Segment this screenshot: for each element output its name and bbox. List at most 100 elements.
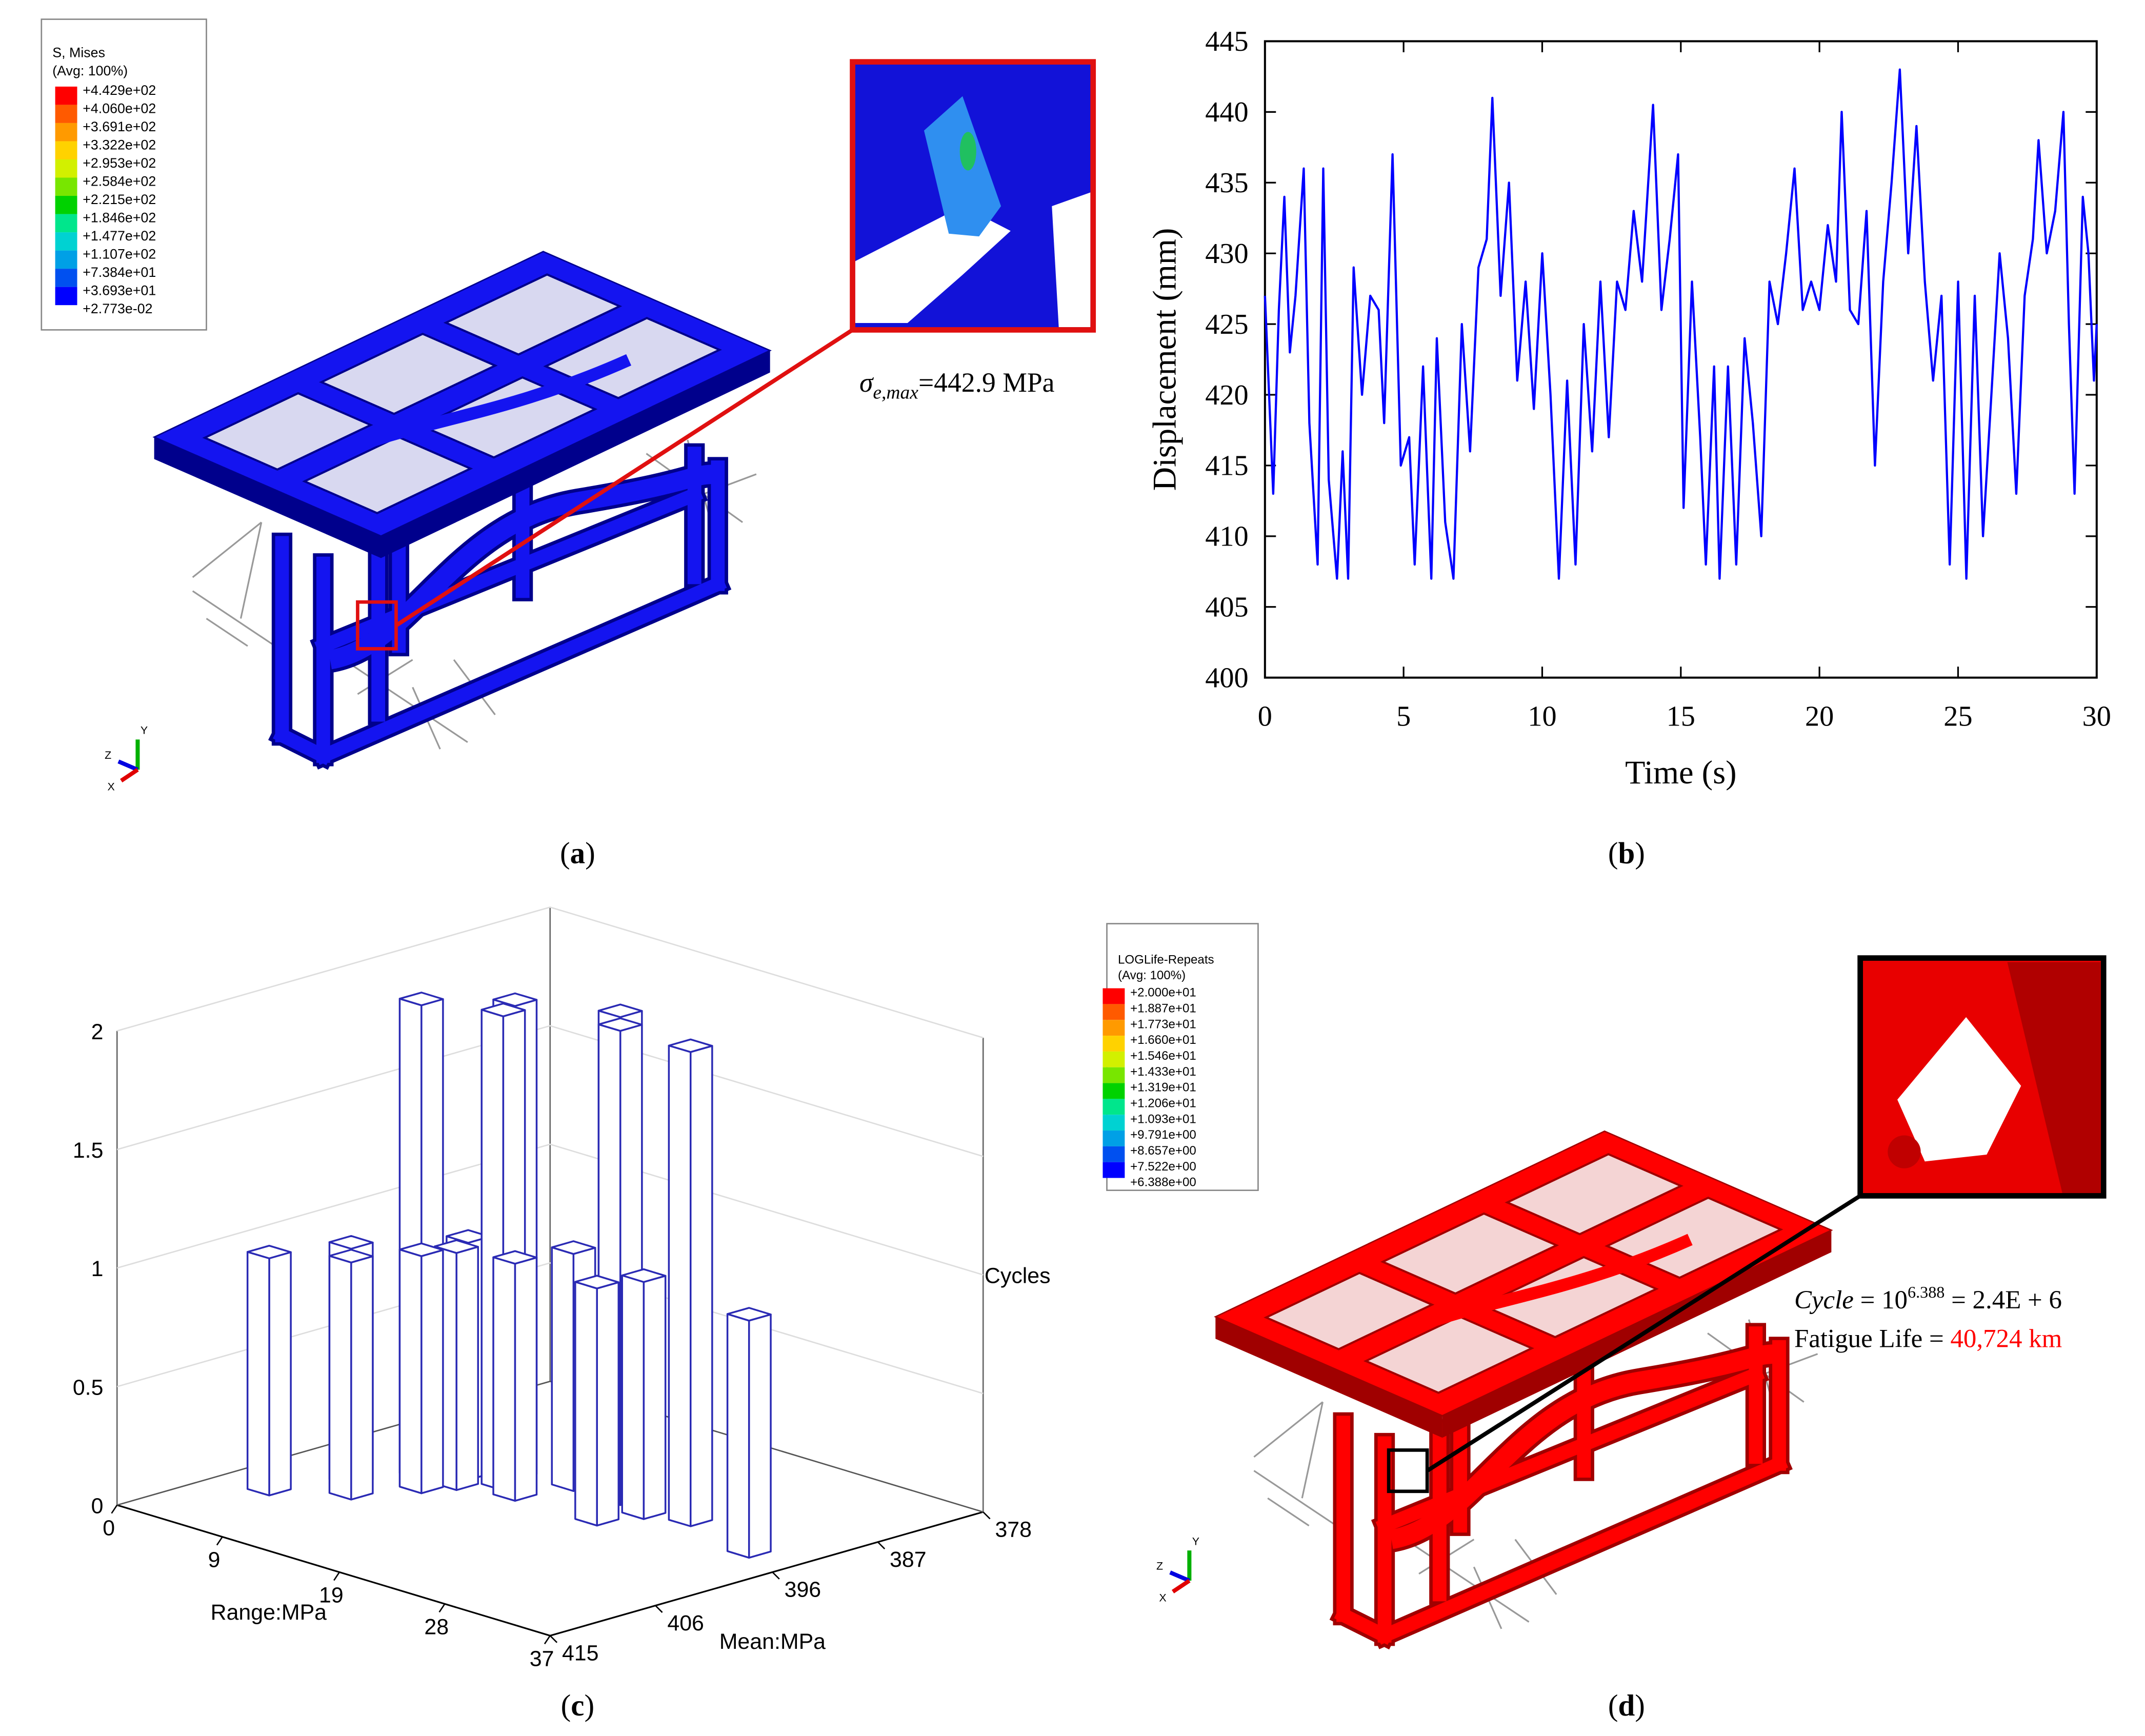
fatigue-value: 40,724 km [1950,1324,2062,1353]
bar-face [268,1251,292,1497]
grid-line [116,1025,984,1157]
frame-member [1365,1234,1693,1354]
legend-swatch [1102,1051,1125,1067]
bar-face [514,1257,538,1502]
y-tick-label: 430 [1205,238,1248,270]
frame-member [1389,1344,1779,1549]
bar-face [492,1256,516,1502]
y-tick-label: 405 [1205,592,1248,623]
y-tick-label: 378 [995,1517,1032,1542]
y-axis-label: Mean:MPa [719,1629,826,1654]
callout-line [1426,1194,1861,1472]
deck-side [154,437,381,558]
legend-swatch [55,105,77,123]
panel-label: (c) [561,1688,594,1722]
deck-opening [1505,1153,1683,1236]
bar-top [492,992,538,1007]
legend-swatch [1102,988,1125,1004]
legend-swatch [55,86,77,105]
bar-face [455,1246,479,1491]
cycle-name: Cycle [1794,1286,1854,1315]
x-tick [333,1571,340,1581]
legend-label: +1.546e+01 [1130,1049,1196,1063]
legend-label: +2.000e+01 [1130,986,1196,1000]
y-tick-label: 445 [1205,26,1248,57]
bar-top [574,1275,620,1289]
legend-swatch [55,196,77,214]
panel-label: (b) [1608,836,1645,870]
triad-axis [117,759,139,772]
legend-label: +6.388e+00 [1130,1176,1196,1189]
bar-face [574,1281,598,1527]
bar-top [551,1240,596,1255]
triad-label: Z [105,749,111,761]
cycle-result: = 2.4E + 6 [1944,1286,2062,1315]
frame-member [304,354,632,474]
legend-label: +2.953e+02 [83,155,156,171]
annotation-text: =442.9 MPa [918,367,1055,398]
x-axis-label: Range:MPa [211,1600,327,1625]
zoom-detail [924,96,1001,237]
bar-face [643,1275,667,1520]
panel-label-open: ( [561,1688,571,1722]
wireframe [1267,1497,1310,1527]
deck-opening [1363,1315,1535,1394]
z-tick-label: 1.5 [73,1138,104,1163]
x-tick-label: 9 [208,1548,220,1572]
bar-face [726,1313,750,1559]
panel-label: (d) [1608,1688,1645,1722]
wireframe [1405,1539,1530,1623]
legend-label: +2.773e-02 [83,301,152,316]
z-axis-label: Cycles [985,1264,1051,1288]
legend-label: +4.060e+02 [83,101,156,116]
z-tick-label: 2 [91,1020,104,1044]
legend-title: S, Mises [52,45,105,60]
bar-face [596,1281,620,1527]
legend-swatch [55,214,77,233]
panel-label-close: ) [1635,836,1645,870]
wireframe [1253,1470,1337,1527]
legend-label: +1.206e+01 [1130,1096,1196,1110]
legend-swatch [1102,1083,1125,1099]
panel-label: (a) [560,836,595,870]
legend-label: +3.322e+02 [83,137,156,153]
deck-opening [1380,1212,1559,1295]
x-tick-label: 0 [1258,701,1272,733]
panel-label-letter: a [570,836,585,870]
y-tick-label: 420 [1205,379,1248,411]
frame-member [314,575,727,765]
y-tick-label: 396 [785,1578,821,1602]
y-tick-label: 435 [1205,167,1248,199]
bar-top [328,1248,374,1264]
y-tick-label: 440 [1205,96,1248,128]
zoom-detail [1897,1017,2021,1162]
wireframe [192,590,276,647]
zoom-detail [2007,962,2101,1194]
legend-label: +4.429e+02 [83,83,156,98]
legend-swatch [1102,1067,1125,1083]
stress-annotation: σe,max=442.9 MPa [859,367,1055,403]
bar-top [434,1239,479,1254]
legend-swatch [55,287,77,306]
frame-model [152,251,772,770]
y-tick-label: 400 [1205,662,1248,694]
data-line [1264,68,2098,580]
legend-label: +2.215e+02 [83,192,156,207]
x-tick-label: 5 [1396,701,1411,733]
x-tick [216,1536,223,1546]
bar-face [246,1251,270,1497]
x-tick-label: 10 [1528,701,1556,733]
bar-face [420,1249,444,1495]
wireframe [1253,1401,1324,1458]
bar-face [551,1246,575,1492]
deck-side [1442,1230,1832,1438]
x-tick-label: 19 [319,1583,344,1607]
legend-swatch [55,232,77,251]
legend-label: +1.660e+01 [1130,1033,1196,1047]
fatigue-text: Fatigue Life = [1794,1324,1950,1353]
triad-label: X [1159,1591,1166,1604]
bar-top [597,1003,643,1018]
legend-swatch [55,123,77,142]
callout-box [356,600,398,651]
y-tick-label: 410 [1205,521,1248,553]
